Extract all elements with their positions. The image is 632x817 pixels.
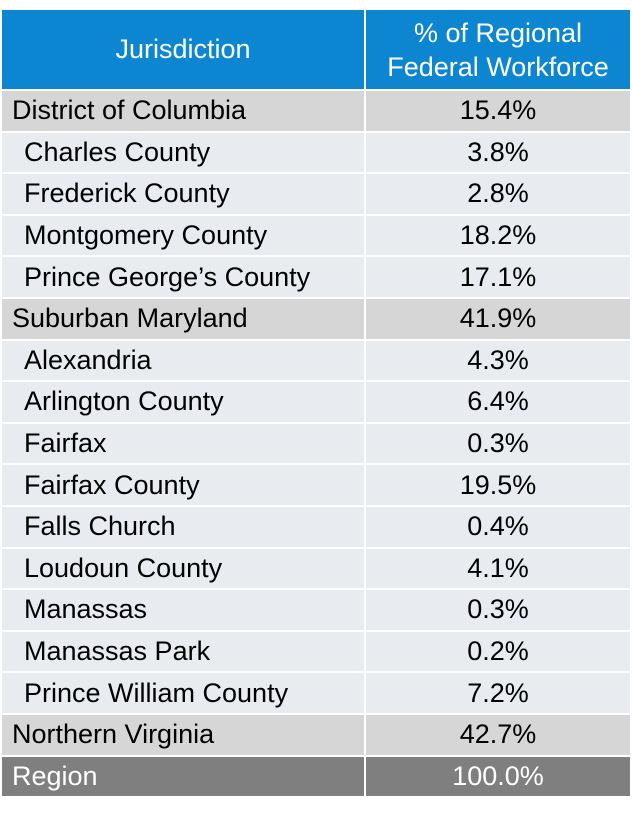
percent-cell: 0.2%	[467, 636, 529, 667]
table-row: Manassas Park 0.2%	[2, 631, 630, 674]
table-row: Charles County 3.8%	[2, 132, 630, 175]
header-jurisdiction: Jurisdiction	[2, 10, 366, 89]
jurisdiction-cell: Prince George’s County	[2, 257, 366, 297]
table-row: Prince George’s County 17.1%	[2, 257, 630, 299]
table-row: Montgomery County 18.2%	[2, 215, 630, 258]
subtotal-row: Northern Virginia 42.7%	[2, 714, 630, 757]
jurisdiction-cell: Prince William County	[2, 673, 366, 713]
subtotal-row: Suburban Maryland 41.9%	[2, 298, 630, 341]
table-row: Manassas 0.3%	[2, 590, 630, 632]
percent-cell: 0.3%	[467, 594, 529, 625]
percent-cell: 2.8%	[467, 178, 529, 209]
jurisdiction-cell: Region	[2, 756, 366, 797]
jurisdiction-cell: Falls Church	[2, 506, 366, 547]
jurisdiction-cell: Arlington County	[2, 382, 366, 422]
header-percent: % of Regional Federal Workforce	[366, 10, 630, 89]
table-row: Frederick County 2.8%	[2, 174, 630, 216]
percent-cell: 7.2%	[467, 677, 529, 708]
jurisdiction-cell: Manassas	[2, 590, 366, 630]
table-row: Prince William County 7.2%	[2, 673, 630, 715]
jurisdiction-cell: Montgomery County	[2, 215, 366, 256]
percent-cell: 18.2%	[459, 220, 537, 251]
workforce-table: Jurisdiction % of Regional Federal Workf…	[2, 10, 630, 799]
percent-cell: 4.1%	[467, 552, 529, 583]
table-row: Fairfax 0.3%	[2, 423, 630, 466]
percent-cell: 4.3%	[467, 344, 529, 375]
percent-cell: 6.4%	[467, 386, 529, 417]
table-row: Loudoun County 4.1%	[2, 548, 630, 591]
percent-cell: 0.3%	[467, 428, 529, 459]
jurisdiction-cell: Loudoun County	[2, 548, 366, 589]
percent-cell: 19.5%	[459, 469, 537, 500]
total-row: Region 100.0%	[2, 756, 630, 799]
table-row: Fairfax County 19.5%	[2, 465, 630, 507]
table-row: Alexandria 4.3%	[2, 340, 630, 383]
table-header-row: Jurisdiction % of Regional Federal Workf…	[2, 10, 630, 91]
jurisdiction-cell: Charles County	[2, 132, 366, 173]
percent-cell: 3.8%	[467, 136, 529, 167]
jurisdiction-cell: Alexandria	[2, 340, 366, 381]
jurisdiction-cell: Frederick County	[2, 174, 366, 214]
jurisdiction-cell: Suburban Maryland	[2, 298, 366, 339]
jurisdiction-cell: Fairfax County	[2, 465, 366, 505]
jurisdiction-cell: Manassas Park	[2, 631, 366, 672]
percent-cell: 42.7%	[459, 719, 537, 750]
table-row: Arlington County 6.4%	[2, 382, 630, 424]
percent-cell: 17.1%	[459, 261, 537, 292]
jurisdiction-cell: District of Columbia	[2, 91, 366, 131]
percent-cell: 0.4%	[467, 511, 529, 542]
header-percent-line1: % of Regional	[413, 17, 583, 48]
jurisdiction-cell: Northern Virginia	[2, 714, 366, 755]
jurisdiction-cell: Fairfax	[2, 423, 366, 464]
percent-cell: 100.0%	[452, 760, 544, 791]
percent-cell: 15.4%	[459, 95, 537, 126]
table-body: District of Columbia 15.4% Charles County 3…	[2, 91, 630, 799]
percent-cell: 41.9%	[459, 303, 537, 334]
table-row: Falls Church 0.4%	[2, 506, 630, 549]
header-percent-line2: Federal Workforce	[387, 51, 609, 82]
subtotal-row: District of Columbia 15.4%	[2, 91, 630, 133]
